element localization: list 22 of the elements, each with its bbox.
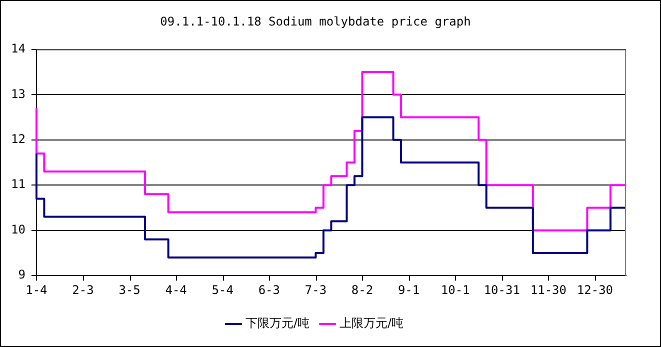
y-tick-label: 14: [10, 42, 26, 56]
x-tick-label: 2-3: [72, 282, 94, 297]
x-tick-label: 10-1: [440, 282, 470, 297]
x-tick-label: 11-30: [530, 282, 566, 297]
y-tick-label: 13: [10, 86, 26, 101]
y-tick-label: 10: [10, 222, 26, 236]
legend-label: 下限万元/吨: [245, 316, 310, 330]
x-tick-label: 4-4: [165, 282, 187, 297]
chart-title: 09.1.1-10.1.18 Sodium molybdate price graph: [160, 14, 471, 28]
x-tick-label: 12-30: [576, 282, 614, 297]
x-tick-label: 5-4: [212, 282, 234, 297]
x-tick-label: 3-5: [118, 282, 140, 297]
x-tick-label: 8-2: [351, 282, 374, 297]
x-tick-label: 1-4: [26, 282, 48, 297]
y-tick-label: 11: [10, 177, 26, 192]
x-tick-label: 9-1: [398, 282, 420, 297]
y-tick-label: 12: [10, 132, 26, 146]
x-tick-label: 7-3: [304, 282, 327, 297]
x-tick-label: 10-31: [484, 282, 520, 297]
legend-label: 上限万元/吨: [340, 316, 404, 330]
x-tick-label: 6-3: [258, 282, 280, 297]
y-tick-label: 9: [18, 268, 26, 282]
